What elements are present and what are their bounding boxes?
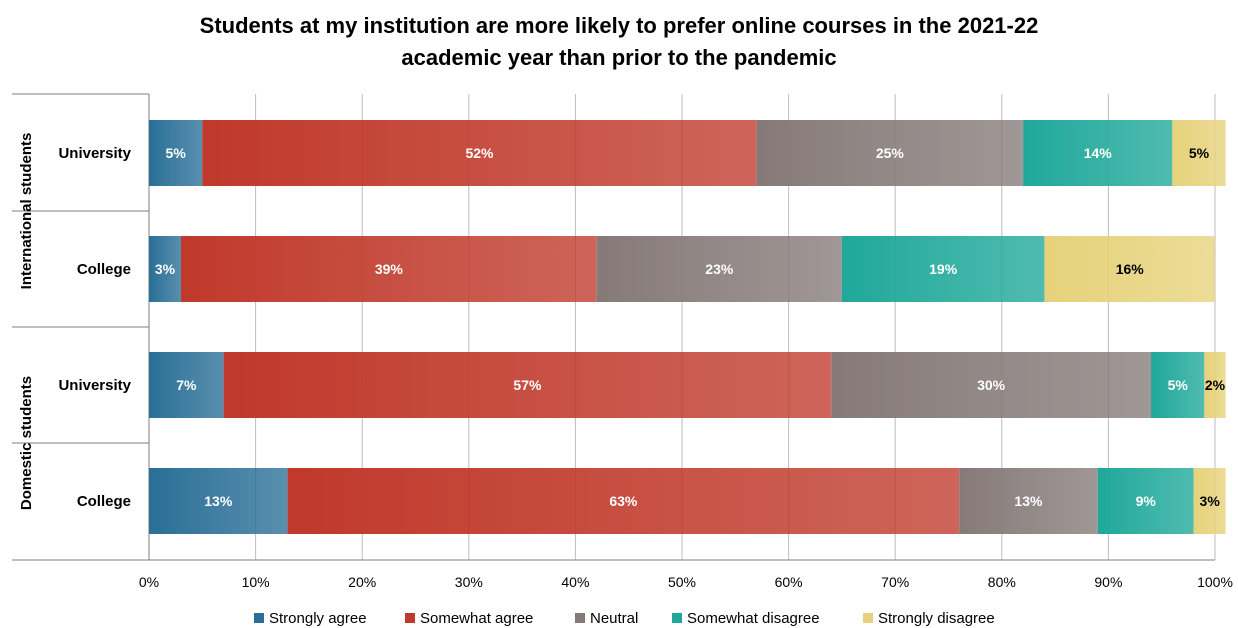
bar-segment (831, 352, 1152, 418)
group-label: Domestic students (18, 376, 35, 510)
bar-segment (841, 236, 1045, 302)
category-label: College (77, 261, 131, 278)
data-label: 39% (375, 261, 404, 277)
data-label: 7% (176, 377, 197, 393)
data-label: 63% (609, 493, 638, 509)
bar-segment (149, 352, 224, 418)
data-label: 3% (155, 261, 176, 277)
bar-segment (1097, 468, 1194, 534)
x-tick-label: 40% (561, 574, 589, 590)
chart-title: Students at my institution are more like… (0, 10, 1238, 74)
bar-segment (756, 120, 1024, 186)
bar-segment (202, 120, 757, 186)
data-label: 30% (977, 377, 1006, 393)
legend-swatch (254, 613, 264, 623)
category-label: University (58, 377, 131, 394)
legend-label: Somewhat disagree (687, 610, 820, 627)
bar-segment (1204, 352, 1226, 418)
bar-segment (1151, 352, 1205, 418)
x-tick-label: 50% (668, 574, 696, 590)
data-label: 5% (1189, 145, 1210, 161)
legend-swatch (672, 613, 682, 623)
x-tick-label: 20% (348, 574, 376, 590)
legend-label: Neutral (590, 610, 638, 627)
x-tick-label: 90% (1094, 574, 1122, 590)
data-label: 2% (1205, 377, 1226, 393)
x-tick-label: 70% (881, 574, 909, 590)
data-label: 25% (876, 145, 905, 161)
data-label: 14% (1084, 145, 1113, 161)
data-label: 13% (204, 493, 233, 509)
bar-segment (149, 236, 181, 302)
category-label: College (77, 493, 131, 510)
legend-swatch (575, 613, 585, 623)
group-label: International students (18, 133, 35, 290)
chart-title-line-1: Students at my institution are more like… (199, 13, 1039, 38)
legend-label: Strongly agree (269, 610, 367, 627)
data-label: 5% (1168, 377, 1189, 393)
data-label: 5% (166, 145, 187, 161)
category-label: University (58, 145, 131, 162)
data-label: 13% (1014, 493, 1043, 509)
x-tick-label: 0% (139, 574, 159, 590)
bar-segment (180, 236, 597, 302)
bar-segment (149, 468, 288, 534)
x-tick-label: 100% (1197, 574, 1233, 590)
legend-swatch (863, 613, 873, 623)
bar-segment (1044, 236, 1215, 302)
x-tick-label: 10% (242, 574, 270, 590)
chart-title-line-2: academic year than prior to the pandemic (401, 45, 837, 70)
data-label: 57% (513, 377, 542, 393)
x-tick-label: 80% (988, 574, 1016, 590)
data-label: 3% (1200, 493, 1221, 509)
bar-segment (1023, 120, 1173, 186)
legend-label: Strongly disagree (878, 610, 995, 627)
legend-swatch (405, 613, 415, 623)
bar-segment (287, 468, 960, 534)
bar-segment (1172, 120, 1226, 186)
bar-segment (149, 120, 203, 186)
bar-segment (596, 236, 842, 302)
bar-segment (1193, 468, 1226, 534)
bar-segment (223, 352, 832, 418)
bar-segment (959, 468, 1098, 534)
x-tick-label: 60% (775, 574, 803, 590)
data-label: 19% (929, 261, 958, 277)
data-label: 16% (1116, 261, 1145, 277)
data-label: 52% (465, 145, 494, 161)
data-label: 23% (705, 261, 734, 277)
x-tick-label: 30% (455, 574, 483, 590)
legend-label: Somewhat agree (420, 610, 533, 627)
data-label: 9% (1136, 493, 1157, 509)
